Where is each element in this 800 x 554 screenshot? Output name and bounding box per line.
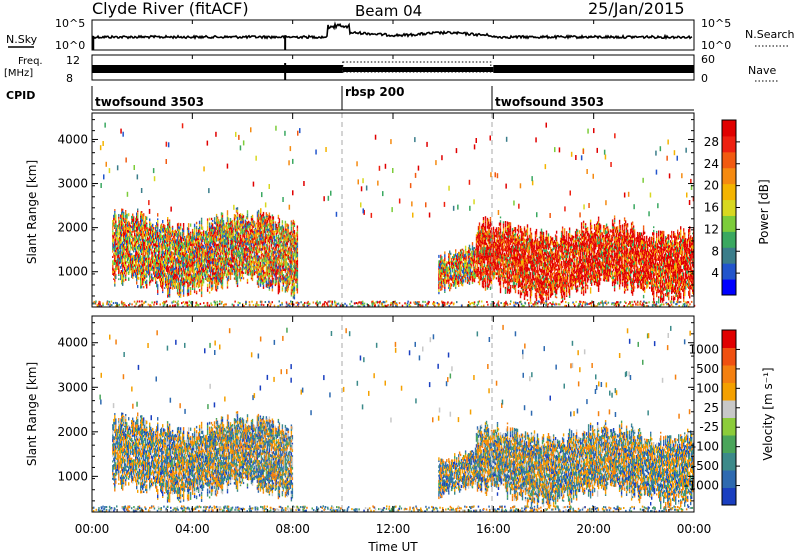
y-tick-label: 1000 xyxy=(57,469,88,483)
colorbar-segment xyxy=(722,417,736,436)
nsearch-tick-top: 10^5 xyxy=(701,17,731,30)
colorbar-segment xyxy=(722,167,736,185)
y-tick-label: 1000 xyxy=(57,265,88,279)
colorbar-tick-label: -100 xyxy=(692,440,719,454)
freq-tick-bottom: 8 xyxy=(66,72,73,85)
colorbar-tick-label: 28 xyxy=(704,135,719,149)
y-tick-label: 4000 xyxy=(57,132,88,146)
velocity-colorbar: 1000 500 100 25 -25 -100 -500 -1000 xyxy=(684,329,740,506)
freq-label-2: [MHz] xyxy=(4,68,33,79)
nave-tick-top: 60 xyxy=(701,53,715,66)
cpid-segment-2: rbsp 200 xyxy=(345,85,404,99)
power-colorbar: 4 8 12 16 20 24 28 xyxy=(704,119,740,296)
power-y-axis: 1000 2000 3000 4000 xyxy=(57,119,694,308)
nsky-panel xyxy=(91,19,695,51)
nsky-tick-top: 10^5 xyxy=(55,17,85,30)
colorbar-tick-label: -1000 xyxy=(684,479,719,493)
velocity-ylabel: Slant Range [km] xyxy=(25,362,39,466)
colorbar-tick-label: 1000 xyxy=(688,342,719,356)
colorbar-segment xyxy=(722,347,736,366)
colorbar-segment xyxy=(722,365,736,383)
station-title: Clyde River (fitACF) xyxy=(92,0,249,18)
cpid-segment-1: twofsound 3503 xyxy=(95,95,204,109)
colorbar-tick-label: -25 xyxy=(699,420,719,434)
x-tick-label: 00:00 xyxy=(75,522,110,536)
colorbar-segment xyxy=(722,452,736,471)
velocity-colorbar-label: Velocity [m s⁻¹] xyxy=(761,367,775,460)
nsearch-label: N.Search xyxy=(745,28,795,41)
cpid-label: CPID xyxy=(6,89,35,102)
colorbar-tick-label: 24 xyxy=(704,157,719,171)
nave-tick-bottom: 0 xyxy=(701,72,708,85)
y-tick-label: 2000 xyxy=(57,221,88,235)
colorbar-tick-label: 20 xyxy=(704,179,719,193)
x-tick-label: 00:00 xyxy=(677,522,712,536)
colorbar-segment xyxy=(722,151,736,169)
colorbar-segment xyxy=(722,231,736,248)
colorbar-tick-label: 16 xyxy=(704,201,719,215)
cpid-segment-3: twofsound 3503 xyxy=(495,95,604,109)
colorbar-tick-label: 100 xyxy=(696,381,719,395)
y-tick-label: 2000 xyxy=(57,425,88,439)
nave-label: Nave xyxy=(748,64,776,77)
time-axis-label: Time UT xyxy=(367,540,418,554)
colorbar-segment xyxy=(722,120,736,137)
colorbar-segment xyxy=(722,247,736,264)
freq-trace xyxy=(92,61,694,80)
x-tick-label: 16:00 xyxy=(476,522,511,536)
nsky-trace xyxy=(91,21,693,50)
colorbar-segment xyxy=(722,263,736,280)
colorbar-tick-label: -500 xyxy=(692,459,719,473)
beam-title: Beam 04 xyxy=(355,2,422,20)
colorbar-segment xyxy=(722,279,736,296)
y-tick-label: 3000 xyxy=(57,177,88,191)
freq-band xyxy=(342,67,494,72)
freq-band xyxy=(92,65,343,73)
colorbar-segment xyxy=(722,382,736,401)
x-tick-label: 12:00 xyxy=(376,522,411,536)
x-tick-label: 04:00 xyxy=(175,522,210,536)
power-scatter xyxy=(92,122,696,308)
colorbar-tick-label: 4 xyxy=(711,266,719,280)
nave-series xyxy=(342,61,492,73)
time-axis: 00:00 04:00 08:00 12:00 16:00 20:00 00:00 xyxy=(75,20,712,536)
freq-label-1: Freq. xyxy=(18,56,43,67)
power-ylabel: Slant Range [km] xyxy=(25,160,39,264)
nsearch-tick-bottom: 10^0 xyxy=(701,39,731,52)
colorbar-segment xyxy=(722,435,736,453)
freq-tick-top: 12 xyxy=(66,54,80,67)
colorbar-tick-label: 500 xyxy=(696,362,719,376)
colorbar-segment xyxy=(722,199,736,216)
colorbar-segment xyxy=(722,215,736,232)
colorbar-tick-label: 25 xyxy=(704,401,719,415)
y-tick-label: 4000 xyxy=(57,336,88,350)
colorbar-frame xyxy=(721,329,737,506)
colorbar-segment xyxy=(722,487,736,506)
velocity-scatter xyxy=(92,324,695,513)
x-tick-label: 20:00 xyxy=(576,522,611,536)
colorbar-segment xyxy=(722,470,736,488)
x-tick-label: 08:00 xyxy=(275,522,310,536)
colorbar-segment xyxy=(722,400,736,418)
nsky-series-line xyxy=(91,21,693,40)
colorbar-segment xyxy=(722,330,736,348)
colorbar-tick-label: 8 xyxy=(711,244,719,258)
date-title: 25/Jan/2015 xyxy=(588,0,685,18)
freq-band xyxy=(493,65,694,73)
colorbar-segment xyxy=(722,183,736,201)
colorbar-segment xyxy=(722,135,736,153)
nsky-label: N.Sky xyxy=(6,33,38,46)
colorbar-tick-label: 12 xyxy=(704,222,719,236)
y-tick-label: 3000 xyxy=(57,380,88,394)
power-colorbar-label: Power [dB] xyxy=(757,179,771,244)
nsky-tick-bottom: 10^0 xyxy=(55,39,85,52)
velocity-y-axis: 1000 2000 3000 4000 xyxy=(57,322,694,513)
